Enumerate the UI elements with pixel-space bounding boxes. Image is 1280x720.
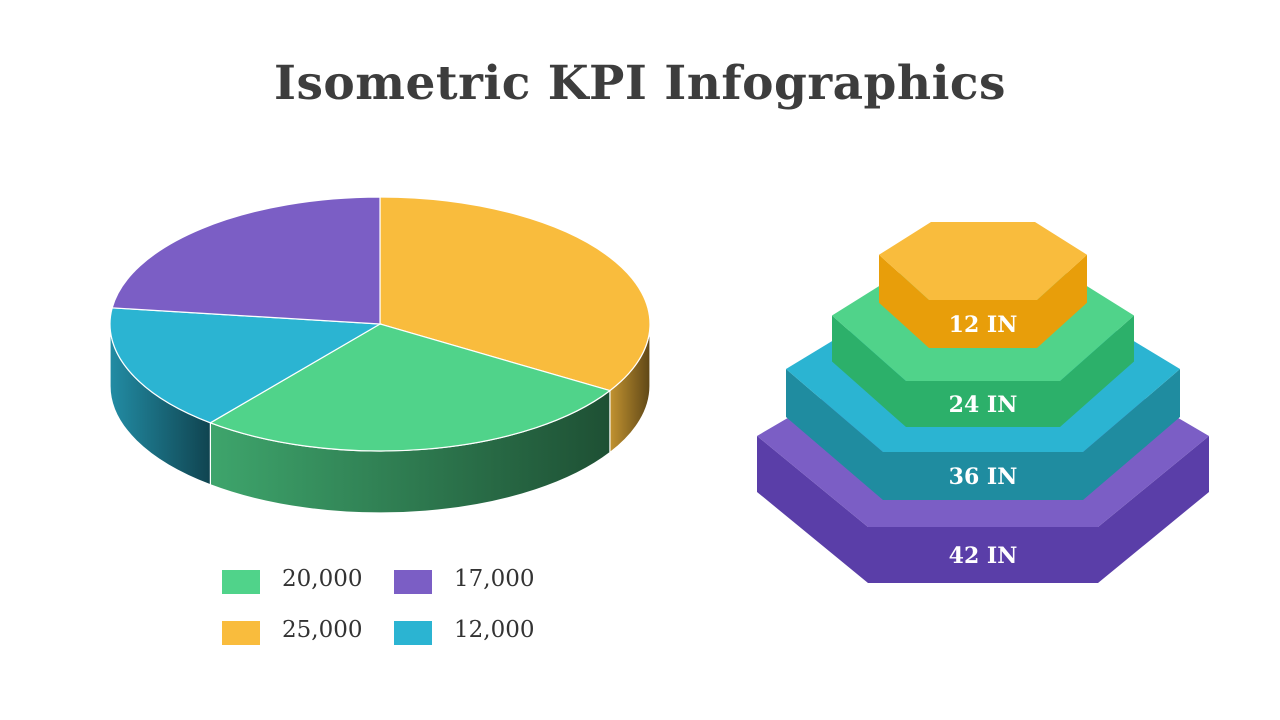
hex-layer-top bbox=[879, 222, 1087, 300]
legend-label: 25,000 bbox=[282, 617, 363, 643]
page-title: Isometric KPI Infographics bbox=[273, 56, 1007, 111]
hex-layer-label: 42 IN bbox=[949, 543, 1018, 569]
legend-label: 20,000 bbox=[282, 566, 363, 592]
legend-swatch-green bbox=[222, 570, 260, 594]
hex-layer-label: 24 IN bbox=[949, 392, 1018, 418]
pie-slice bbox=[109, 307, 383, 424]
pie-slice bbox=[379, 196, 651, 392]
hex-layer-side bbox=[832, 315, 1134, 427]
hex-layer-side bbox=[879, 254, 1087, 348]
hex-layer-label: 12 IN bbox=[949, 312, 1018, 338]
pie-slice bbox=[111, 196, 381, 325]
legend-swatch-purple bbox=[394, 570, 432, 594]
hex-layer: 12 IN bbox=[879, 222, 1087, 348]
legend-swatch-blue bbox=[394, 621, 432, 645]
legend-label: 17,000 bbox=[454, 566, 535, 592]
pie-slice bbox=[208, 323, 612, 452]
legend-label: 12,000 bbox=[454, 617, 535, 643]
hex-layer-side bbox=[757, 435, 1209, 583]
hex-layer-side bbox=[786, 369, 1180, 500]
legend-swatch-yellow bbox=[222, 621, 260, 645]
hex-layer-label: 36 IN bbox=[949, 464, 1018, 490]
pie-tops bbox=[109, 196, 651, 452]
pie-sides bbox=[109, 323, 651, 514]
